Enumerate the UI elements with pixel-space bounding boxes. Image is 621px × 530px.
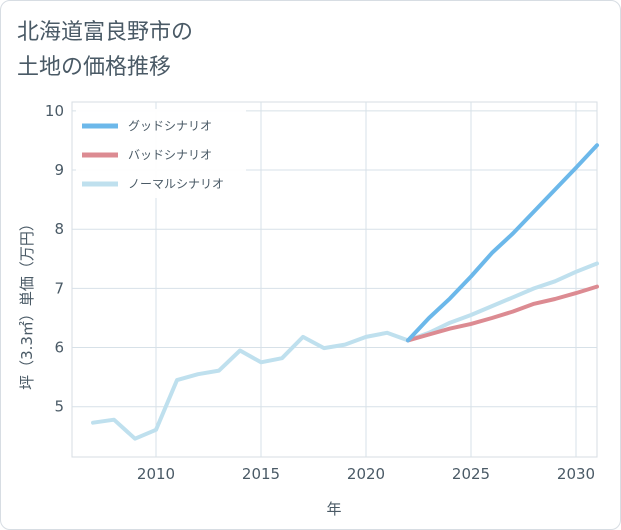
y-tick-label: 9 — [54, 161, 64, 179]
y-tick-label: 7 — [54, 279, 64, 297]
chart-title-line1: 北海道富良野市の — [17, 20, 194, 45]
legend-label: バッドシナリオ — [128, 148, 212, 162]
y-axis-label: 坪（3.3㎡）単価（万円） — [18, 216, 36, 390]
y-tick-label: 6 — [54, 339, 64, 357]
tick-labels: 2010 2015 2020 2025 2030 5 6 7 8 9 10 — [45, 102, 595, 483]
y-tick-label: 5 — [54, 398, 64, 416]
series-line — [91, 261, 599, 441]
series-line — [406, 284, 599, 343]
x-tick-label: 2030 — [557, 465, 595, 483]
y-tick-label: 8 — [54, 220, 64, 238]
x-axis-label: 年 — [326, 500, 341, 518]
series-line — [406, 143, 599, 343]
chart-title-line2: 土地の価格推移 — [17, 55, 172, 80]
x-tick-label: 2020 — [347, 465, 385, 483]
grid — [72, 102, 597, 457]
x-tick-label: 2015 — [242, 465, 280, 483]
y-tick-label: 10 — [45, 102, 64, 120]
legend-label: ノーマルシナリオ — [128, 177, 224, 191]
legend-label: グッドシナリオ — [128, 119, 212, 133]
x-tick-label: 2010 — [137, 465, 175, 483]
x-tick-label: 2025 — [452, 465, 490, 483]
chart-title: 北海道富良野市の 土地の価格推移 — [17, 15, 193, 85]
series-lines — [91, 143, 599, 441]
